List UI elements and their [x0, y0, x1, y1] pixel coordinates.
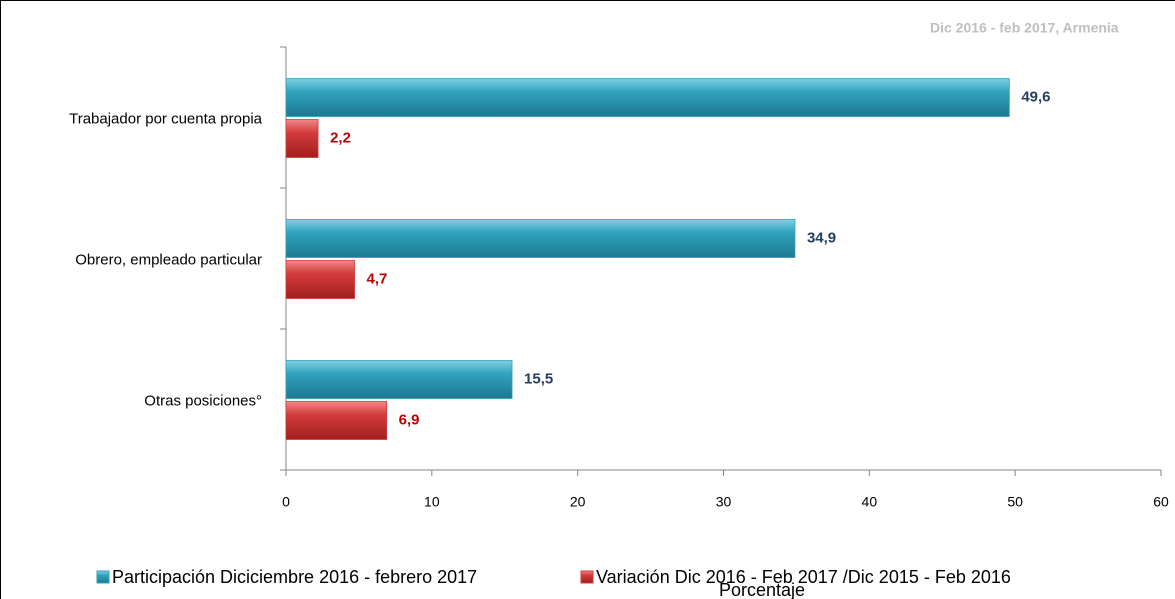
bar	[285, 360, 513, 399]
y-tick-label: Otras posiciones°	[144, 392, 262, 409]
bar	[285, 260, 355, 299]
legend-label: Variación Dic 2016 - Feb 2017 /Dic 2015 …	[596, 567, 1011, 587]
y-tick-label: Obrero, empleado particular	[75, 251, 262, 268]
x-tick-label: 20	[570, 494, 586, 510]
bar	[285, 219, 796, 258]
x-axis-label: Porcentaje	[719, 580, 805, 599]
x-tick-label: 40	[862, 494, 878, 510]
value-label: 34,9	[807, 229, 836, 246]
x-tick-label: 60	[1153, 494, 1169, 510]
bar	[285, 78, 1010, 117]
legend-swatch	[580, 570, 594, 584]
value-label: 15,5	[524, 370, 553, 387]
legend-label: Participación Diciciembre 2016 - febrero…	[112, 567, 477, 587]
value-label: 4,7	[367, 270, 388, 287]
value-label: 6,9	[399, 411, 420, 428]
bar	[285, 119, 319, 158]
x-tick-label: 0	[282, 494, 290, 510]
x-tick-label: 10	[424, 494, 440, 510]
value-label: 49,6	[1021, 88, 1050, 105]
bar	[285, 401, 388, 440]
x-tick-label: 50	[1007, 494, 1023, 510]
x-tick-label: 30	[716, 494, 732, 510]
value-label: 2,2	[330, 129, 351, 146]
legend-swatch	[96, 570, 110, 584]
chart-subtitle: Dic 2016 - feb 2017, Armenia	[930, 20, 1119, 36]
y-tick-label: Trabajador por cuenta propia	[69, 110, 263, 127]
